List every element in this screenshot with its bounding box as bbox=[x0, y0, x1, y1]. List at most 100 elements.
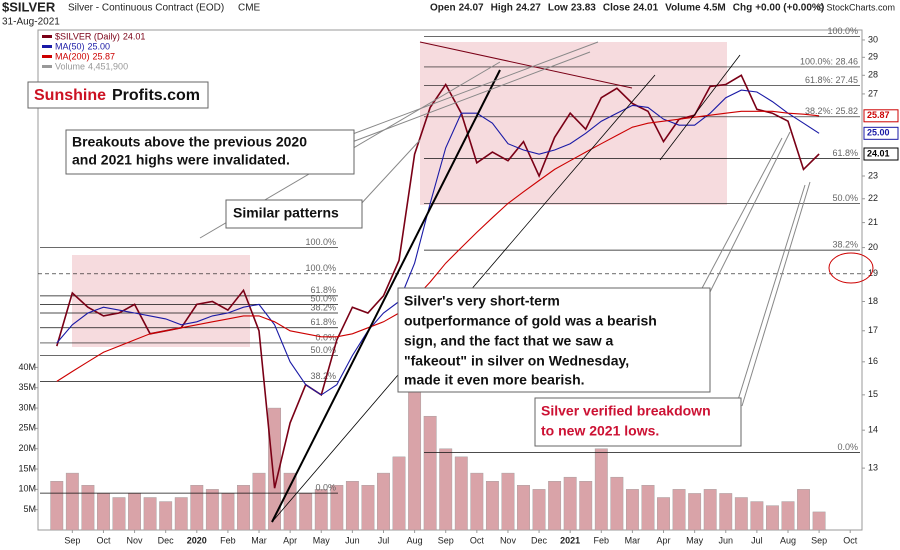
x-tick-label: Nov bbox=[500, 535, 517, 545]
volume-bar bbox=[719, 493, 733, 531]
volume-bar bbox=[641, 485, 655, 531]
volume-bar bbox=[703, 489, 717, 531]
x-tick-label: Sep bbox=[438, 535, 454, 545]
volume-bar bbox=[159, 501, 173, 531]
quote-value: 24.01 bbox=[633, 3, 658, 14]
legend-label: $SILVER (Daily) bbox=[55, 31, 120, 41]
x-tick-label: Oct bbox=[470, 535, 485, 545]
volume-bar bbox=[797, 489, 810, 531]
legend-label: Volume bbox=[55, 61, 85, 71]
callout bbox=[699, 131, 791, 301]
quote-label: Volume bbox=[665, 3, 701, 14]
volume-tick-label: 30M bbox=[18, 402, 36, 412]
x-tick-label: 2020 bbox=[187, 535, 207, 545]
x-tick-label: Sep bbox=[811, 535, 827, 545]
y-tick-label: 27 bbox=[868, 88, 878, 98]
y-tick-label: 16 bbox=[868, 356, 878, 366]
x-tick-label: Oct bbox=[96, 535, 111, 545]
y-tick-label: 15 bbox=[868, 389, 878, 399]
fib-label: 38.2% bbox=[310, 371, 336, 381]
quote-label: Chg bbox=[733, 3, 752, 14]
logo-text: Sunshine bbox=[34, 87, 106, 104]
x-tick-label: Apr bbox=[657, 535, 671, 545]
highlight-ellipse bbox=[828, 252, 874, 284]
volume-bar bbox=[750, 501, 764, 531]
volume-bar bbox=[112, 497, 126, 531]
legend-value: 25.00 bbox=[88, 41, 111, 51]
x-tick-label: Apr bbox=[283, 535, 297, 545]
y-tick-label: 19 bbox=[868, 268, 878, 278]
volume-tick-label: 35M bbox=[18, 382, 36, 392]
x-tick-label: Jun bbox=[719, 535, 734, 545]
legend-swatch bbox=[42, 65, 52, 68]
volume-bar bbox=[65, 472, 79, 531]
volume-bar bbox=[423, 415, 437, 531]
fib-label: 61.8%: 27.45 bbox=[805, 75, 858, 85]
y-tick-label: 17 bbox=[868, 325, 878, 335]
volume-bar bbox=[190, 485, 204, 531]
volume-bar bbox=[221, 493, 235, 531]
legend-value: 25.87 bbox=[93, 51, 116, 61]
volume-bar bbox=[766, 505, 779, 531]
price-box bbox=[863, 126, 899, 140]
annotation: Silver's very short-term bbox=[404, 293, 560, 309]
shaded-zone bbox=[420, 42, 727, 205]
annotation-box bbox=[225, 199, 363, 229]
logo-box bbox=[27, 81, 209, 109]
x-tick-label: Oct bbox=[843, 535, 858, 545]
annotation: sign, and the fact that we saw a bbox=[404, 333, 613, 349]
x-tick-label: Jul bbox=[751, 535, 763, 545]
volume-bar bbox=[299, 493, 313, 531]
trend-line bbox=[419, 41, 633, 89]
y-tick-label: 20 bbox=[868, 242, 878, 252]
x-tick-label: Dec bbox=[531, 535, 548, 545]
fib-label: 50.0% bbox=[310, 294, 336, 304]
x-tick-label: Dec bbox=[158, 535, 175, 545]
volume-bar bbox=[361, 485, 375, 531]
quote-value: 4.5M bbox=[704, 3, 726, 14]
volume-bar bbox=[408, 387, 422, 531]
volume-bar bbox=[532, 489, 546, 531]
volume-bar bbox=[205, 489, 219, 531]
annotation-box bbox=[397, 287, 711, 393]
quote-label: Low bbox=[548, 3, 568, 14]
volume-tick-label: 15M bbox=[18, 463, 36, 473]
volume-bar bbox=[454, 456, 468, 531]
fib-label: 61.8% bbox=[832, 148, 858, 158]
volume-bar bbox=[237, 485, 250, 531]
fib-label: 61.8% bbox=[310, 317, 336, 327]
volume-bar bbox=[392, 456, 406, 531]
volume-tick-label: 40M bbox=[18, 362, 36, 372]
x-tick-label: 2021 bbox=[560, 535, 580, 545]
volume-bar bbox=[781, 501, 795, 531]
callout bbox=[349, 41, 599, 143]
shaded-zone bbox=[72, 255, 250, 347]
volume-bar bbox=[128, 493, 141, 531]
fib-label: 100.0% bbox=[305, 263, 336, 273]
quote-value: +0.00 (+0.00%) bbox=[755, 3, 824, 14]
volume-bar bbox=[548, 481, 562, 531]
volume-bar bbox=[734, 497, 748, 531]
legend-swatch bbox=[42, 35, 52, 38]
volume-tick-label: 20M bbox=[18, 443, 36, 453]
y-tick-label: 29 bbox=[868, 52, 878, 62]
volume-bar bbox=[50, 481, 64, 531]
x-tick-label: Feb bbox=[220, 535, 236, 545]
quote-value: 23.83 bbox=[571, 3, 596, 14]
fib-label: 38.2% bbox=[832, 240, 858, 250]
volume-bar bbox=[377, 472, 390, 531]
quote-label: High bbox=[491, 3, 513, 14]
volume-bar bbox=[174, 497, 188, 531]
quote-label: Open bbox=[430, 3, 456, 14]
volume-bar bbox=[563, 476, 577, 531]
legend-label: MA(200) bbox=[55, 51, 90, 61]
volume-bar bbox=[657, 497, 670, 531]
fib-label: 100.0% bbox=[827, 26, 858, 36]
volume-bar bbox=[345, 481, 359, 531]
annotation: made it even more bearish. bbox=[404, 372, 585, 388]
volume-tick-label: 5M bbox=[23, 504, 36, 514]
volume-bar bbox=[485, 481, 499, 531]
volume-bar bbox=[330, 485, 344, 531]
legend-value: 4,451,900 bbox=[88, 61, 128, 71]
